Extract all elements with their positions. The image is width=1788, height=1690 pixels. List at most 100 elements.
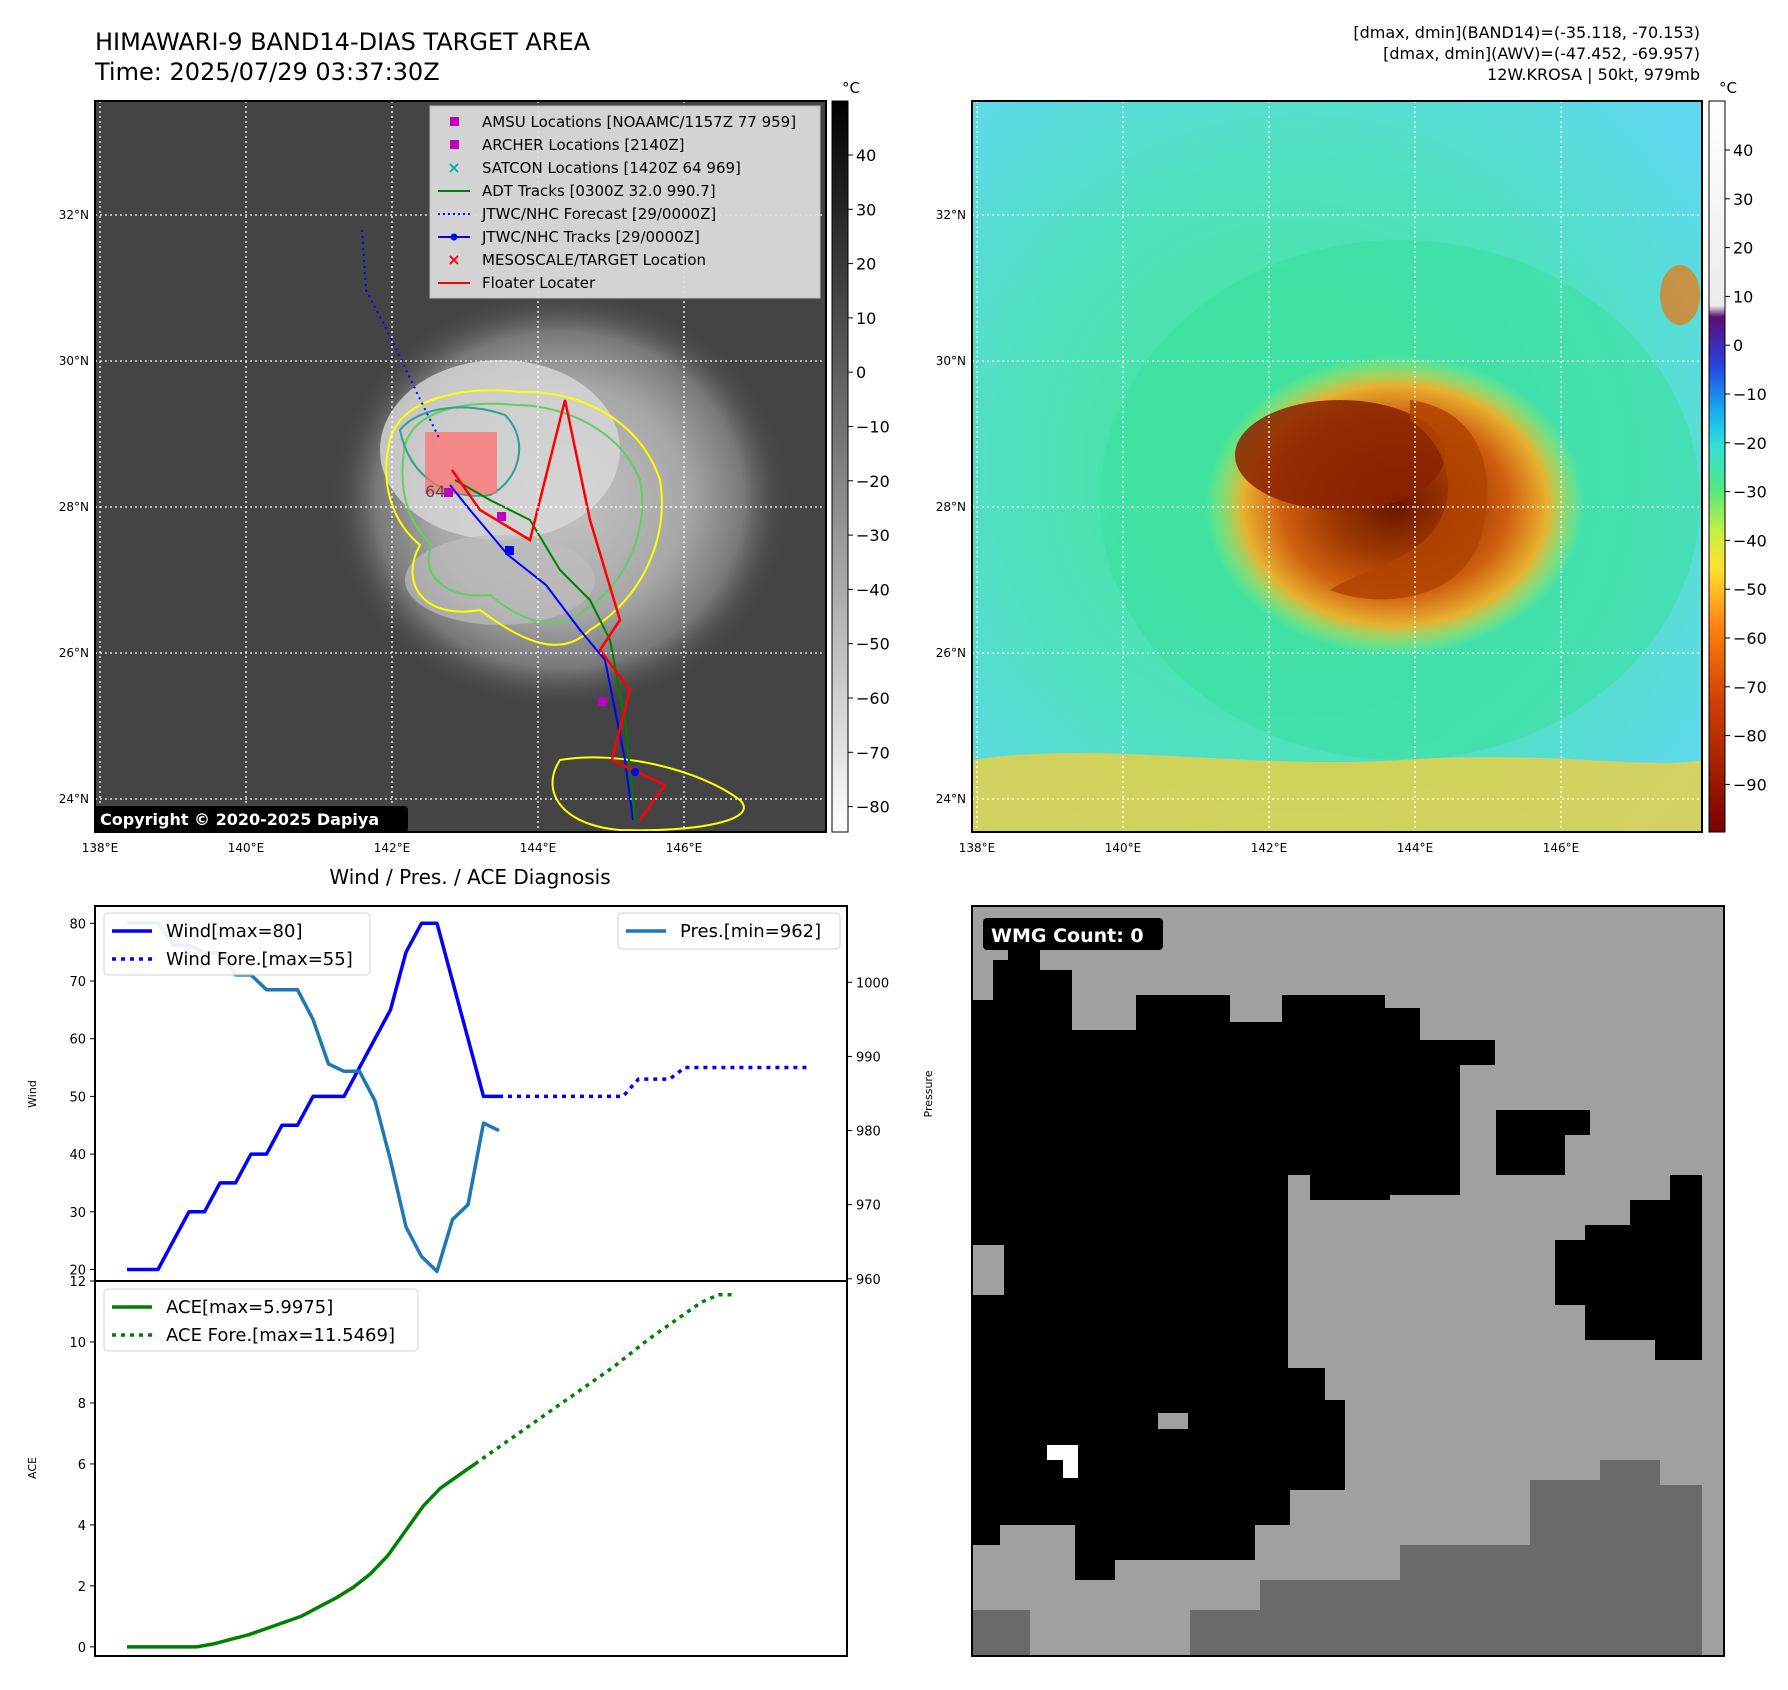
ir-cloud-band xyxy=(405,535,595,625)
colorbar-tick-label: −60 xyxy=(856,689,890,708)
awv-spiral-band xyxy=(1330,400,1488,600)
pressure-ytick-label: 1000 xyxy=(856,976,889,991)
legend-swatch xyxy=(450,117,459,126)
wmg-black-region-ne xyxy=(1496,1110,1590,1175)
ir-lat-label: 30°N xyxy=(59,354,89,368)
ace-legend-label: ACE Fore.[max=11.5469] xyxy=(166,1325,395,1346)
title-line2: Time: 2025/07/29 03:37:30Z xyxy=(94,58,440,86)
ir-lon-label: 138°E xyxy=(82,841,119,855)
awv-lat-label: 32°N xyxy=(936,208,966,222)
colorbar-tick-label: −50 xyxy=(1733,580,1767,599)
gray-colorbar-ticks: 40 30 20 10 0 −10 −20 −30 −40 −50 −60 −70 −80 xyxy=(848,146,890,817)
info-line1: [dmax, dmin](BAND14)=(-35.118, -70.153) xyxy=(1353,23,1700,42)
colorbar-tick-label: 30 xyxy=(856,200,876,219)
wind-legend-label: Wind[max=80] xyxy=(166,921,303,942)
pressure-ytick-label: 960 xyxy=(856,1273,881,1288)
color-colorbar-ticks: 40 30 20 10 0 −10 −20 −30 −40 −50 −60 −70 −80 −90 xyxy=(1725,141,1767,794)
awv-lat-label: 30°N xyxy=(936,354,966,368)
legend-swatch xyxy=(450,140,459,149)
colorbar-tick-label: −80 xyxy=(1733,727,1767,746)
jtwc-track xyxy=(449,484,634,821)
wind-ytick-label: 60 xyxy=(69,1033,86,1048)
colorbar-tick-label: 20 xyxy=(856,255,876,274)
map-tick-labels: 138°E 140°E 142°E 144°E 146°E 32°N 30°N 28°N 26°… xyxy=(59,208,1580,855)
colorbar-tick-label: −40 xyxy=(1733,531,1767,550)
legend-label: AMSU Locations [NOAAMC/1157Z 77 959] xyxy=(482,113,796,131)
awv-map-frame xyxy=(971,100,1703,833)
ir-cloud-core xyxy=(380,360,620,540)
legend-label: ARCHER Locations [2140Z] xyxy=(482,136,685,154)
legend-swatch-dot xyxy=(450,233,458,241)
wmg-gray-patch-2 xyxy=(1158,1413,1188,1429)
colorbar-tick-label: −20 xyxy=(1733,434,1767,453)
legend-box xyxy=(429,105,821,299)
info-line3: 12W.KROSA | 50kt, 979mb xyxy=(1487,65,1700,84)
wmg-black-region xyxy=(972,948,1495,1580)
ace-legend-box xyxy=(103,1288,419,1352)
legend-label: SATCON Locations [1420Z 64 969] xyxy=(482,159,741,177)
awv-lon-label: 140°E xyxy=(1105,841,1142,855)
pressure-legend-label: Pres.[min=962] xyxy=(680,921,821,942)
colorbar-tick-label: −90 xyxy=(1733,775,1767,794)
ir-contour-green xyxy=(401,402,644,624)
info-line2: [dmax, dmin](AWV)=(-47.452, -69.957) xyxy=(1383,44,1700,63)
legend-label: MESOSCALE/TARGET Location xyxy=(482,251,706,269)
wind-legend-label: Wind Fore.[max=55] xyxy=(166,949,353,970)
pressure-ytick-label: 980 xyxy=(856,1125,881,1140)
wind-ytick-label: 50 xyxy=(69,1090,86,1105)
wind-ytick-label: 20 xyxy=(69,1263,86,1278)
wind-legend-box xyxy=(103,912,371,976)
legend-label: JTWC/NHC Forecast [29/0000Z] xyxy=(481,205,716,223)
chart-title: Wind / Pres. / ACE Diagnosis xyxy=(329,865,610,889)
pressure-ytick-label: 970 xyxy=(856,1199,881,1214)
awv-lon-label: 142°E xyxy=(1251,841,1288,855)
ir-lon-label: 146°E xyxy=(666,841,703,855)
ace-ytick-label: 4 xyxy=(78,1519,86,1534)
colorbar-tick-label: 0 xyxy=(1733,336,1743,355)
copyright-text: Copyright © 2020-2025 Dapiya xyxy=(100,810,379,829)
pressure-ylabel: Pressure xyxy=(922,1070,935,1117)
ir-lat-label: 32°N xyxy=(59,208,89,222)
wmg-darkgray-region xyxy=(1190,1460,1702,1656)
color-colorbar xyxy=(1708,100,1726,833)
ir-lon-label: 140°E xyxy=(228,841,265,855)
map-legend: AMSU Locations [NOAAMC/1157Z 77 959] ARCH… xyxy=(429,105,821,299)
ace-ylabel: ACE xyxy=(26,1457,39,1479)
ir-lat-label: 28°N xyxy=(59,500,89,514)
ace-ytick-label: 6 xyxy=(78,1458,86,1473)
awv-map-grid xyxy=(972,101,1702,832)
legend-label: Floater Locater xyxy=(482,274,596,292)
colorbar-tick-label: −70 xyxy=(856,743,890,762)
jtwc-dot xyxy=(631,768,639,776)
color-colorbar-unit: °C xyxy=(1719,79,1737,97)
gray-colorbar xyxy=(831,100,849,833)
wind-forecast-line xyxy=(499,1065,809,1099)
colorbar-tick-label: 0 xyxy=(856,363,866,382)
wmg-count-label: WMG Count: 0 xyxy=(991,925,1144,947)
ir-map-frame xyxy=(94,100,827,833)
wind-line xyxy=(127,951,408,1272)
legend-swatch: × xyxy=(447,250,460,269)
ace-chart: 0 2 4 6 8 10 12 ACE[max=5.9975] ACE Fore.[max=11… xyxy=(69,1275,736,1656)
wind-ytick-label: 70 xyxy=(69,975,86,990)
ir-lat-label: 26°N xyxy=(59,646,89,660)
archer-marker xyxy=(497,512,506,521)
pressure-legend-box xyxy=(617,912,841,950)
wmg-black-region-east xyxy=(1555,1175,1702,1360)
map-label-number: 64 xyxy=(425,482,445,501)
awv-map-panel xyxy=(972,101,1702,832)
colorbar-tick-label: 30 xyxy=(1733,190,1753,209)
wind-ylabel: Wind xyxy=(26,1080,39,1108)
ir-contour-bottom xyxy=(551,756,745,832)
ace-ytick-label: 8 xyxy=(78,1397,86,1412)
awv-bottom-band xyxy=(972,752,1702,832)
awv-lat-label: 28°N xyxy=(936,500,966,514)
legend-label: ADT Tracks [0300Z 32.0 990.7] xyxy=(482,182,716,200)
awv-lon-label: 144°E xyxy=(1397,841,1434,855)
colorbar-tick-label: 40 xyxy=(1733,141,1753,160)
archer-marker-2 xyxy=(598,697,607,706)
wind-ytick-label: 40 xyxy=(69,1148,86,1163)
ir-contour-yellow xyxy=(385,389,663,646)
colorbar-tick-label: −80 xyxy=(856,798,890,817)
wind-ytick-label: 80 xyxy=(69,917,86,932)
